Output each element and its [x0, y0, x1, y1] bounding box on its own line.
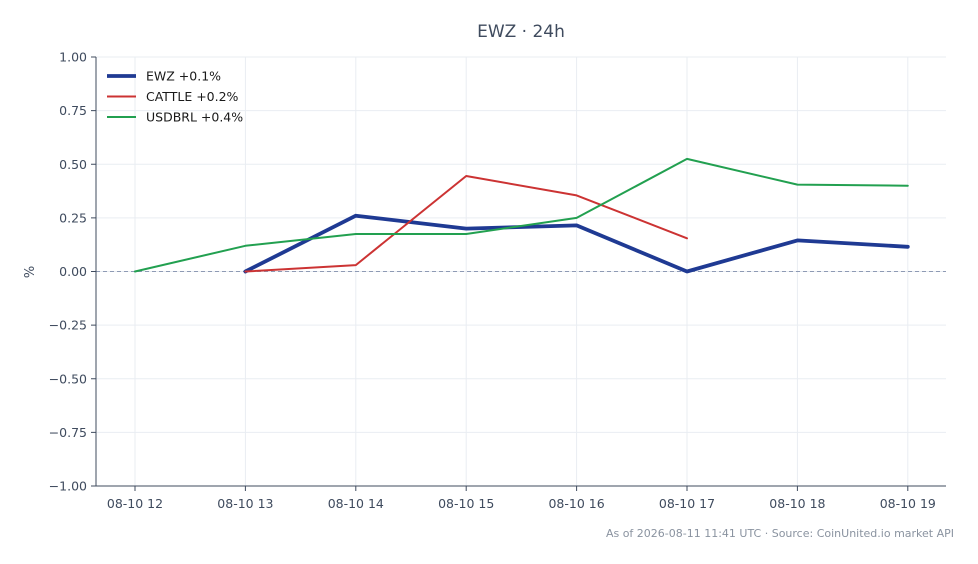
series-line-3: [134, 157, 909, 273]
legend: EWZ +0.1% CATTLE +0.2% USDBRL +0.4%: [107, 69, 243, 125]
y-tick-label: −0.75: [49, 425, 87, 440]
series-line-1: [243, 213, 910, 274]
legend-label-3: USDBRL +0.4%: [146, 110, 243, 125]
y-tick-label: 0.25: [59, 210, 87, 225]
series-lines: [134, 157, 910, 274]
y-tick-label: 1.00: [59, 50, 87, 65]
y-tick-label: 0.00: [59, 264, 87, 279]
x-tick-label: 08-10 15: [438, 496, 494, 511]
grid-lines: [96, 56, 946, 487]
x-tick-label: 08-10 19: [880, 496, 936, 511]
x-axis-ticks: 08-10 12 08-10 13 08-10 14 08-10 15 08-10 16…: [107, 486, 936, 511]
y-tick-label: −1.00: [49, 479, 87, 494]
y-tick-label: 0.50: [59, 157, 87, 172]
legend-label-2: CATTLE +0.2%: [146, 89, 239, 104]
x-tick-label: 08-10 12: [107, 496, 163, 511]
y-tick-label: −0.50: [49, 371, 87, 386]
x-tick-label: 08-10 16: [548, 496, 604, 511]
legend-label-1: EWZ +0.1%: [146, 69, 221, 84]
y-tick-label: −0.25: [49, 318, 87, 333]
y-axis-label: %: [23, 266, 38, 278]
x-tick-label: 08-10 14: [328, 496, 384, 511]
source-footer: As of 2026-08-11 11:41 UTC · Source: Coi…: [606, 527, 954, 540]
x-tick-label: 08-10 18: [769, 496, 825, 511]
x-tick-label: 08-10 17: [659, 496, 715, 511]
y-axis-ticks: −1.00 −0.75 −0.50 −0.25 0.00 0.25 0.50 0.75 1.00: [49, 50, 96, 494]
x-tick-label: 08-10 13: [217, 496, 273, 511]
y-tick-label: 0.75: [59, 103, 87, 118]
chart-title: EWZ · 24h: [477, 22, 565, 42]
series-line-2: [244, 175, 688, 273]
